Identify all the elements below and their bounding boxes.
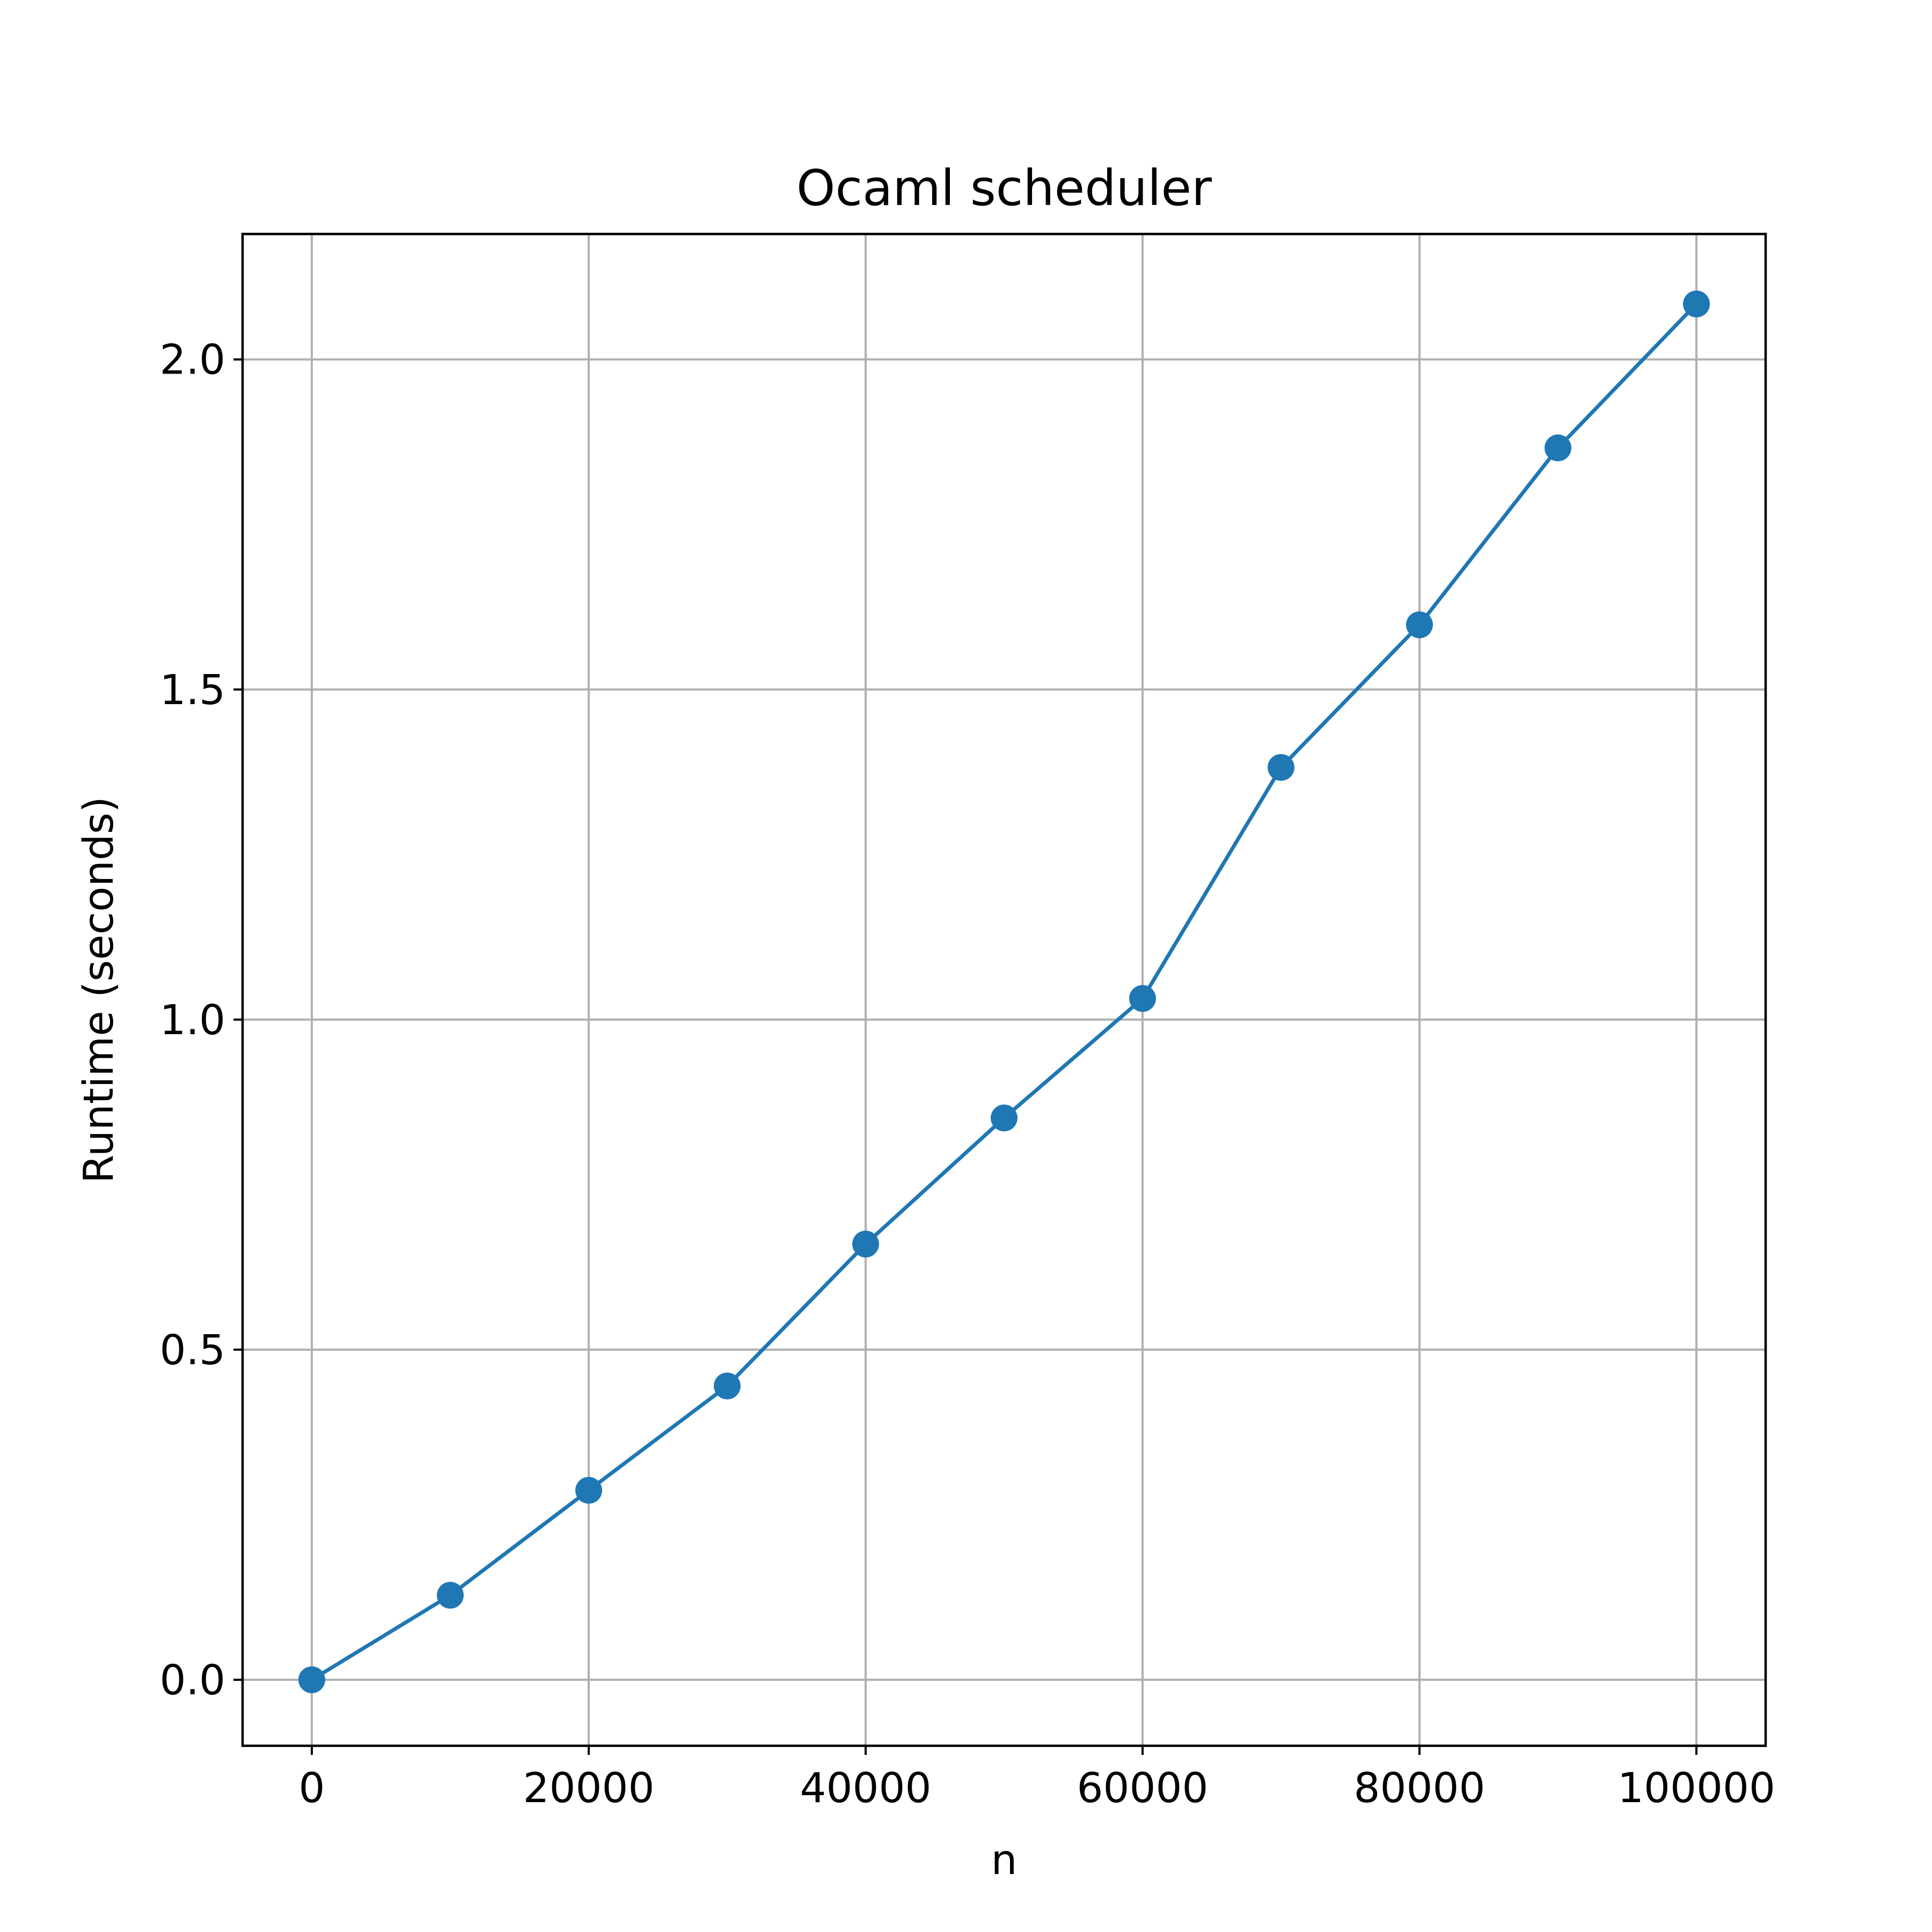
data-point xyxy=(852,1231,879,1258)
data-point xyxy=(1545,434,1571,462)
data-point xyxy=(437,1582,464,1609)
x-axis-label: n xyxy=(991,1836,1018,1884)
y-tick-label: 2.0 xyxy=(160,336,225,384)
data-point xyxy=(1683,290,1710,318)
data-point xyxy=(575,1476,602,1504)
series-layer xyxy=(298,290,1710,1693)
data-point xyxy=(1129,985,1156,1012)
x-tick-label: 60000 xyxy=(1077,1765,1209,1812)
data-point xyxy=(714,1372,741,1400)
x-tick-label: 100000 xyxy=(1618,1765,1775,1812)
data-point xyxy=(1406,611,1433,639)
x-tick-label: 80000 xyxy=(1354,1765,1485,1812)
axes-frame xyxy=(241,232,1767,1747)
y-tick-label: 0.5 xyxy=(160,1327,225,1374)
data-point xyxy=(1268,753,1294,781)
grid xyxy=(243,234,1766,1746)
ticks: 0 20000 40000 60000 80000 100000 0.0 0.5 1.0 1.5 2… xyxy=(160,336,1775,1812)
y-tick-label: 1.5 xyxy=(160,667,225,714)
chart-title: Ocaml scheduler xyxy=(796,159,1212,217)
data-point xyxy=(991,1104,1018,1132)
y-tick-label: 1.0 xyxy=(160,997,225,1044)
data-point xyxy=(298,1666,325,1693)
x-tick-label: 0 xyxy=(299,1765,325,1812)
x-tick-label: 20000 xyxy=(523,1765,655,1812)
y-axis-label: Runtime (seconds) xyxy=(75,796,123,1183)
series-line xyxy=(309,301,1699,1682)
y-tick-label: 0.0 xyxy=(160,1657,225,1704)
x-tick-label: 40000 xyxy=(800,1765,932,1812)
